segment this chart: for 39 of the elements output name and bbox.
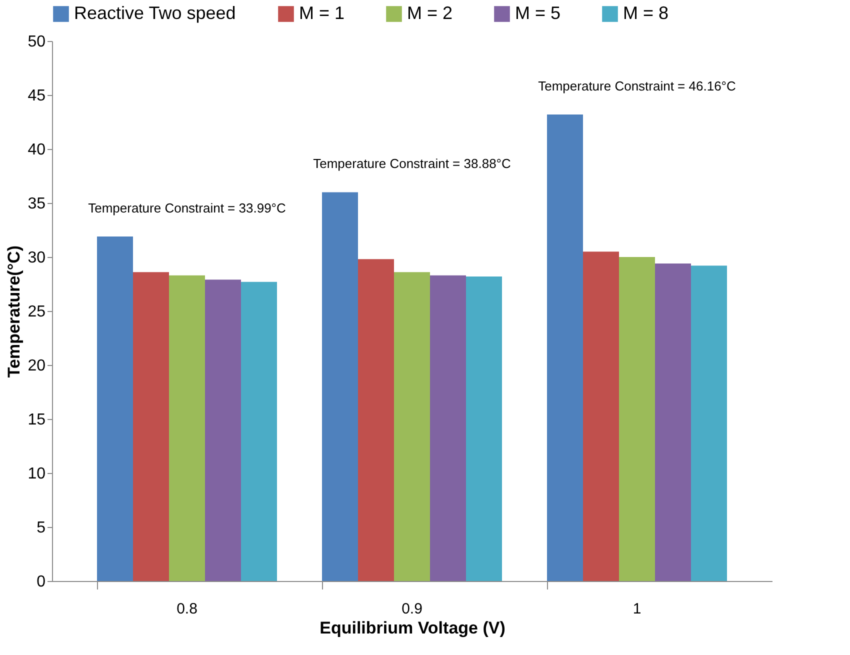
y-tick-label: 45 xyxy=(28,88,46,104)
x-axis-title: Equilibrium Voltage (V) xyxy=(320,618,506,638)
bar xyxy=(169,275,205,581)
y-tick-label: 5 xyxy=(36,520,46,536)
annotation: Temperature Constraint = 38.88°C xyxy=(313,156,511,172)
bar xyxy=(322,192,358,581)
y-tick-label: 30 xyxy=(28,250,46,266)
bar xyxy=(394,272,430,581)
bar xyxy=(97,236,133,581)
y-axis-title: Temperature(°C) xyxy=(4,245,24,378)
bar xyxy=(547,114,583,581)
y-tick-label: 15 xyxy=(28,412,46,428)
legend-label: M = 5 xyxy=(515,3,561,23)
y-tick-label: 20 xyxy=(28,358,46,374)
x-tick-label: 0.9 xyxy=(402,600,422,618)
x-tick-label: 0.8 xyxy=(176,600,198,618)
y-tick-label: 0 xyxy=(36,574,46,590)
annotation: Temperature Constraint = 46.16°C xyxy=(538,78,736,94)
bar xyxy=(430,275,466,581)
y-tick-label: 10 xyxy=(28,466,46,482)
bar xyxy=(133,272,169,581)
bar xyxy=(655,263,691,581)
y-tick-label: 25 xyxy=(28,304,46,320)
y-tick-label: 50 xyxy=(28,34,46,50)
bar xyxy=(358,259,394,581)
legend-label: Reactive Two speed xyxy=(74,3,236,23)
x-tick-label: 1 xyxy=(632,600,642,618)
bar xyxy=(691,266,727,581)
bar xyxy=(466,276,502,581)
bar xyxy=(619,257,655,581)
bar xyxy=(205,280,241,581)
bar xyxy=(583,252,619,581)
annotation: Temperature Constraint = 33.99°C xyxy=(88,200,286,216)
legend-label: M = 2 xyxy=(407,3,453,23)
legend-label: M = 8 xyxy=(623,3,669,23)
legend-label: M = 1 xyxy=(299,3,345,23)
y-tick-label: 40 xyxy=(28,142,46,158)
bar xyxy=(241,282,277,581)
y-tick-label: 35 xyxy=(28,196,46,212)
